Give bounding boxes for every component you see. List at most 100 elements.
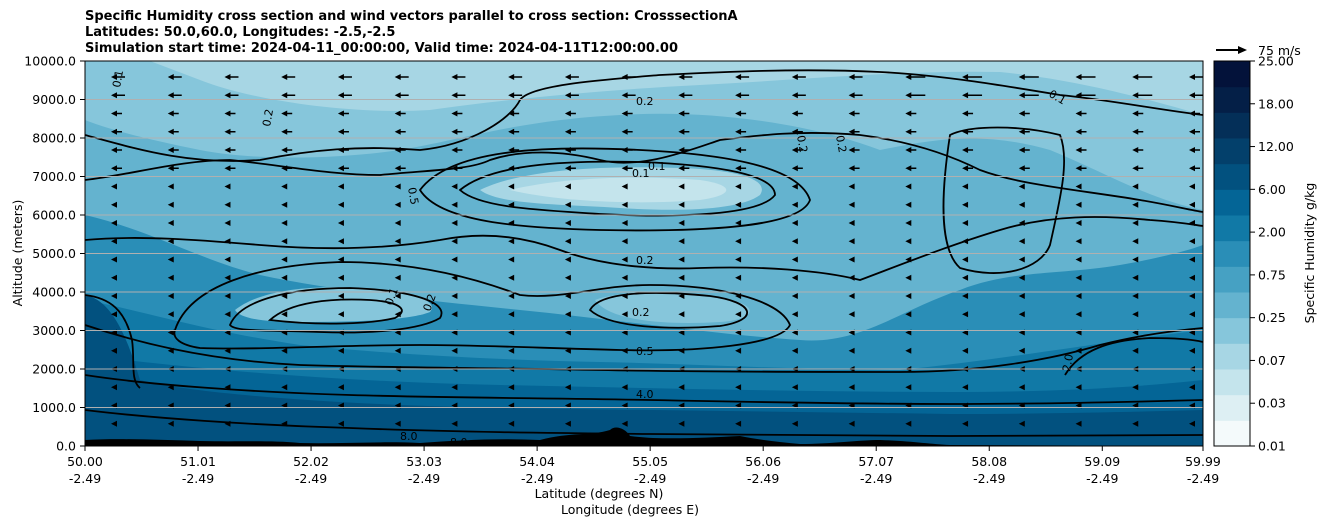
wind-vector-arrow xyxy=(394,347,401,354)
wind-vector-arrow xyxy=(281,256,288,263)
wind-vector-arrow xyxy=(224,384,231,391)
x-tick-label-lat: 51.01 xyxy=(180,454,216,469)
wind-vector-arrow xyxy=(564,293,571,299)
x-tick-label-lat: 50.00 xyxy=(67,454,103,469)
wind-vector-arrow xyxy=(451,201,458,208)
wind-vector-arrow xyxy=(848,256,855,263)
wind-vector-arrow xyxy=(905,311,912,318)
wind-vector-arrow xyxy=(167,165,179,172)
wind-vector-arrow xyxy=(111,384,117,391)
x-tick-label-lon: -2.49 xyxy=(295,471,327,486)
wind-vector-arrow xyxy=(564,311,571,318)
wind-vector-arrow xyxy=(1189,274,1195,281)
wind-vector-arrow xyxy=(111,274,117,281)
y-tick-label: 8000.0 xyxy=(32,131,76,146)
wind-vector-arrow xyxy=(1189,420,1195,427)
wind-vector-arrow xyxy=(678,274,685,281)
colorbar-swatch xyxy=(1214,317,1250,344)
wind-vector-arrow xyxy=(564,347,571,354)
wind-vector-arrow xyxy=(508,201,515,208)
wind-vector-arrow xyxy=(1075,256,1082,263)
wind-vector-arrow xyxy=(337,256,344,263)
wind-vector-arrow xyxy=(224,274,231,281)
wind-vector-arrow xyxy=(905,238,912,245)
wind-vector-arrow xyxy=(848,384,855,391)
wind-vector-arrow xyxy=(337,201,344,208)
wind-vector-arrow xyxy=(678,165,690,172)
wind-vector-arrow xyxy=(1075,420,1082,427)
contour-line-8-0 xyxy=(85,409,1203,437)
wind-vector-arrow xyxy=(451,347,458,354)
wind-vector-arrow xyxy=(281,293,288,299)
wind-vector-arrow xyxy=(848,110,860,117)
wind-vector-arrow xyxy=(848,293,855,299)
wind-vector-arrow xyxy=(791,74,806,80)
wind-vector-arrow xyxy=(111,311,117,318)
wind-vector-arrow xyxy=(621,128,633,135)
y-tick-label: 2000.0 xyxy=(32,362,76,377)
wind-vector-arrow xyxy=(564,220,571,226)
wind-vector-arrow xyxy=(621,420,628,427)
wind-vector-arrow xyxy=(224,201,231,208)
wind-vector-arrow xyxy=(337,92,352,99)
wind-vector-arrow xyxy=(621,347,628,354)
wind-vector-arrow xyxy=(167,110,179,117)
wind-vector-arrow xyxy=(905,256,912,263)
contour-label-0-2-e: 0.2 xyxy=(260,108,276,127)
wind-vector-arrow xyxy=(167,183,174,190)
wind-vector-arrow xyxy=(1132,147,1144,153)
wind-vector-arrow xyxy=(848,128,860,135)
contour-line-upper-right-loop xyxy=(942,126,1066,274)
contour-label-8-0-a: 8.0 xyxy=(400,430,418,443)
colorbar-swatch xyxy=(1214,369,1250,396)
y-tick-label: 6000.0 xyxy=(32,208,76,223)
x-tick-label-lat: 52.02 xyxy=(293,454,329,469)
wind-vector-arrow xyxy=(791,220,798,226)
humidity-dry-lens-mid xyxy=(595,293,750,323)
wind-vector-arrow xyxy=(394,74,409,80)
wind-vector-arrow xyxy=(962,74,983,80)
wind-vector-arrow xyxy=(111,293,117,299)
wind-vector-arrow xyxy=(848,220,855,226)
x-tick-label-lat: 53.03 xyxy=(406,454,442,469)
wind-vector-arrow xyxy=(564,147,576,153)
humidity-dry-tongue-core xyxy=(510,177,727,203)
wind-vector-arrow xyxy=(394,147,406,153)
colorbar-swatch xyxy=(1214,394,1250,421)
terrain xyxy=(85,427,1203,446)
wind-vector-arrow xyxy=(1018,311,1025,318)
x-tick-label-lat: 57.07 xyxy=(858,454,894,469)
y-tick-label: 0.0 xyxy=(56,439,76,454)
wind-vector-arrow xyxy=(167,293,174,299)
colorbar-swatch xyxy=(1214,266,1250,293)
wind-vector-arrow xyxy=(791,256,798,263)
wind-vector-arrow xyxy=(224,293,231,299)
colorbar-tick-label: 2.00 xyxy=(1258,225,1286,240)
wind-vector-arrow xyxy=(167,201,174,208)
wind-vector-arrow xyxy=(111,201,117,208)
wind-vector-arrow xyxy=(394,384,401,391)
colorbar-tick-label: 25.00 xyxy=(1258,54,1294,69)
wind-vector-arrow xyxy=(1189,311,1195,318)
wind-vector-arrow xyxy=(1075,110,1087,117)
wind-vector-arrow xyxy=(905,74,926,80)
wind-vector-arrow xyxy=(678,220,685,226)
wind-vector-arrow xyxy=(791,238,798,245)
wind-vector-arrow xyxy=(1189,293,1195,299)
quiver-key-label: 75 m/s xyxy=(1258,43,1301,58)
wind-vector-arrow xyxy=(1132,110,1144,117)
wind-vector-arrow xyxy=(962,110,974,117)
wind-vector-arrow xyxy=(1075,293,1082,299)
wind-vector-arrow xyxy=(394,311,401,318)
y-tick-label: 4000.0 xyxy=(32,285,76,300)
wind-vector-arrow xyxy=(848,238,855,245)
wind-vector-arrow xyxy=(791,92,806,99)
wind-vector-arrow xyxy=(678,238,685,245)
wind-vector-arrow xyxy=(508,165,520,172)
colorbar-swatch xyxy=(1214,420,1250,447)
wind-vector-arrow xyxy=(167,147,179,153)
wind-vector-arrow xyxy=(735,311,742,318)
title-line-2: Latitudes: 50.0,60.0, Longitudes: -2.5,-… xyxy=(85,25,396,40)
wind-vector-arrow xyxy=(962,384,969,391)
